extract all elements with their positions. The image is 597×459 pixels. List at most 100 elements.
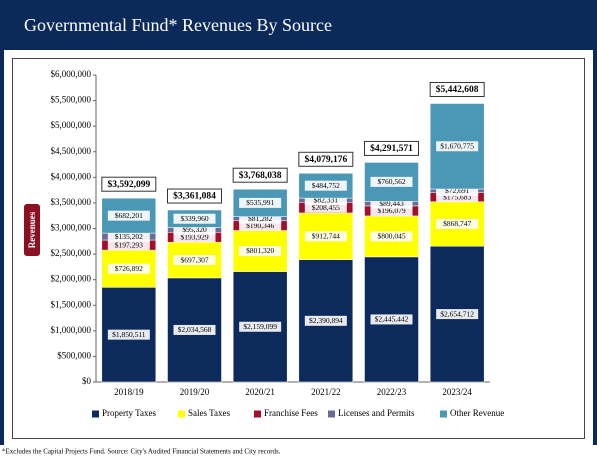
legend-label: Franchise Fees	[264, 408, 318, 418]
y-tick-label: $5,500,000	[51, 95, 92, 105]
value-label: $95,320	[182, 225, 207, 234]
value-label: $726,892	[115, 264, 143, 273]
total-label-box	[298, 151, 354, 167]
total-label: $4,291,571	[370, 143, 413, 154]
value-label-box	[107, 329, 150, 340]
value-label-box	[239, 246, 282, 257]
value-label-box	[304, 315, 347, 326]
value-label: $89,443	[379, 199, 404, 208]
x-tick-label: 2022/23	[377, 387, 407, 397]
y-tick-label: $2,500,000	[51, 248, 92, 258]
value-label: $760,562	[377, 177, 405, 186]
legend-swatch	[328, 410, 335, 418]
value-label-box	[436, 185, 479, 196]
y-tick-label: $500,000	[57, 350, 91, 360]
value-label-box	[239, 220, 282, 231]
value-label-box	[173, 255, 216, 266]
value-label: $196,079	[377, 206, 405, 215]
total-label-box	[232, 167, 288, 183]
y-tick-label: $0	[82, 376, 92, 386]
legend-label: Sales Taxes	[188, 408, 230, 418]
x-tick-label: 2018/19	[114, 387, 144, 397]
value-label: $81,282	[248, 214, 273, 223]
footnote: *Excludes the Capital Projects Fund. Sou…	[2, 448, 281, 456]
y-label-box	[24, 204, 40, 256]
value-label: $682,201	[115, 211, 143, 220]
value-label: $697,307	[180, 255, 208, 264]
x-tick-label: 2023/24	[442, 387, 472, 397]
value-label-box	[370, 231, 413, 242]
value-label-box	[239, 197, 282, 208]
x-tick-label: 2020/21	[245, 387, 275, 397]
value-label: $2,445,442	[375, 315, 409, 324]
value-label-box	[107, 210, 150, 221]
value-label: $135,202	[115, 232, 143, 241]
y-tick-label: $2,000,000	[51, 274, 92, 284]
header-band	[0, 0, 597, 50]
value-label-box	[370, 176, 413, 187]
value-label-box	[107, 263, 150, 274]
value-label-box	[173, 324, 216, 335]
value-label-box	[370, 205, 413, 216]
chart-title: Governmental Fund* Revenues By Source	[24, 15, 332, 35]
legend-swatch	[178, 410, 185, 418]
legend-label: Other Revenue	[450, 408, 504, 418]
y-tick-label: $4,500,000	[51, 146, 92, 156]
value-label: $197,293	[115, 240, 143, 249]
y-tick-label: $6,000,000	[51, 69, 92, 79]
value-label: $2,159,099	[243, 322, 277, 331]
value-label: $82,331	[314, 195, 339, 204]
value-label-box	[173, 224, 216, 235]
value-label: $1,670,775	[440, 141, 474, 150]
total-label: $3,361,084	[173, 191, 216, 202]
value-label-box	[173, 213, 216, 224]
value-label: $912,744	[312, 232, 340, 241]
y-label-group: Revenues	[24, 204, 40, 256]
x-tick-label: 2019/20	[180, 387, 210, 397]
value-label: $2,034,568	[178, 325, 212, 334]
value-label: $535,991	[246, 198, 274, 207]
value-label-box	[304, 180, 347, 191]
value-label: $175,683	[443, 192, 471, 201]
legend-swatch	[440, 410, 447, 418]
legend-swatch	[92, 410, 99, 418]
y-tick-label: $3,500,000	[51, 197, 92, 207]
value-label: $190,346	[246, 221, 274, 230]
value-label-box	[304, 231, 347, 242]
value-label-box	[304, 195, 347, 206]
frame-right	[593, 0, 597, 445]
total-label-box	[429, 82, 485, 98]
value-label-box	[304, 202, 347, 213]
total-label: $5,442,608	[436, 84, 479, 95]
total-label-box	[364, 140, 419, 156]
total-label: $3,592,099	[107, 179, 150, 190]
legend-label: Property Taxes	[102, 408, 156, 418]
value-label-box	[370, 198, 413, 209]
value-label: $801,320	[246, 246, 274, 255]
total-label: $4,079,176	[304, 154, 347, 165]
value-label-box	[370, 314, 413, 325]
value-label-box	[107, 231, 150, 242]
total-label: $3,768,038	[239, 170, 282, 181]
value-label: $800,045	[377, 232, 405, 241]
value-label: $1,850,511	[112, 330, 146, 339]
value-label-box	[436, 218, 479, 229]
value-label-box	[239, 321, 282, 332]
y-tick-label: $3,000,000	[51, 223, 92, 233]
frame-left	[0, 0, 4, 445]
legend-swatch	[254, 410, 261, 418]
value-label-box	[239, 213, 282, 224]
value-label-box	[436, 192, 479, 203]
value-label: $72,691	[445, 186, 470, 195]
value-label: $208,455	[312, 203, 340, 212]
y-tick-label: $5,000,000	[51, 120, 92, 130]
y-tick-label: $1,000,000	[51, 325, 92, 335]
value-label: $868,747	[443, 219, 471, 228]
y-axis-label: Revenues	[27, 211, 37, 248]
value-label-box	[173, 232, 216, 243]
value-label: $193,929	[180, 232, 208, 241]
value-label: $2,654,712	[440, 309, 474, 318]
total-label-box	[101, 176, 157, 192]
value-label-box	[107, 240, 150, 251]
